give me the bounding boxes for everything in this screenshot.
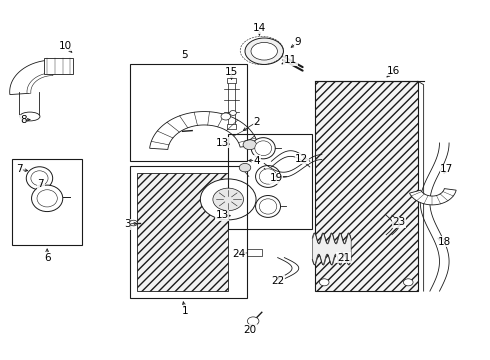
Bar xyxy=(315,81,418,291)
Circle shape xyxy=(319,279,329,286)
Bar xyxy=(137,173,228,291)
Text: 2: 2 xyxy=(254,117,260,127)
Bar xyxy=(227,123,236,129)
Ellipse shape xyxy=(31,185,63,212)
Text: 1: 1 xyxy=(182,306,188,315)
Bar xyxy=(12,159,82,245)
Polygon shape xyxy=(27,73,53,94)
Polygon shape xyxy=(149,112,258,149)
Ellipse shape xyxy=(26,167,53,190)
Ellipse shape xyxy=(256,195,281,217)
Text: 16: 16 xyxy=(387,66,400,76)
Ellipse shape xyxy=(259,199,277,214)
Text: 11: 11 xyxy=(284,55,297,65)
Text: 20: 20 xyxy=(243,325,256,335)
Text: 8: 8 xyxy=(20,115,26,125)
Circle shape xyxy=(403,279,413,286)
Circle shape xyxy=(247,317,259,325)
Bar xyxy=(228,134,312,229)
Text: 10: 10 xyxy=(58,41,72,51)
Circle shape xyxy=(200,179,256,220)
Ellipse shape xyxy=(255,141,271,156)
Text: 23: 23 xyxy=(392,217,405,227)
Circle shape xyxy=(221,113,231,120)
Text: 13: 13 xyxy=(215,138,228,148)
Text: 15: 15 xyxy=(225,67,238,77)
Text: 6: 6 xyxy=(44,253,50,262)
Text: 19: 19 xyxy=(270,173,283,183)
Polygon shape xyxy=(10,60,53,95)
Bar xyxy=(227,78,236,83)
Text: 18: 18 xyxy=(438,237,451,247)
Circle shape xyxy=(130,220,137,226)
Ellipse shape xyxy=(256,166,281,188)
Ellipse shape xyxy=(245,38,283,64)
Text: 5: 5 xyxy=(182,50,188,60)
Ellipse shape xyxy=(259,169,277,184)
Text: 13: 13 xyxy=(215,210,228,220)
Circle shape xyxy=(243,140,257,150)
Ellipse shape xyxy=(37,190,57,207)
Ellipse shape xyxy=(251,138,275,159)
Text: 9: 9 xyxy=(294,37,301,48)
Text: 22: 22 xyxy=(271,275,284,285)
Polygon shape xyxy=(410,189,456,205)
Text: 7: 7 xyxy=(16,165,23,174)
Ellipse shape xyxy=(31,171,48,186)
Text: 21: 21 xyxy=(337,253,350,262)
Text: 4: 4 xyxy=(254,156,260,166)
Bar xyxy=(130,64,247,161)
Text: 3: 3 xyxy=(124,219,131,229)
Circle shape xyxy=(239,163,251,172)
Text: 7: 7 xyxy=(38,179,44,189)
Circle shape xyxy=(230,111,236,116)
Bar xyxy=(130,166,247,298)
Ellipse shape xyxy=(20,112,40,121)
Text: 24: 24 xyxy=(233,249,246,259)
Text: 17: 17 xyxy=(440,165,453,174)
Bar xyxy=(247,249,262,256)
Circle shape xyxy=(213,188,244,211)
Ellipse shape xyxy=(251,42,277,60)
Text: 12: 12 xyxy=(295,154,308,164)
Bar xyxy=(44,58,73,74)
Text: 14: 14 xyxy=(253,23,266,33)
